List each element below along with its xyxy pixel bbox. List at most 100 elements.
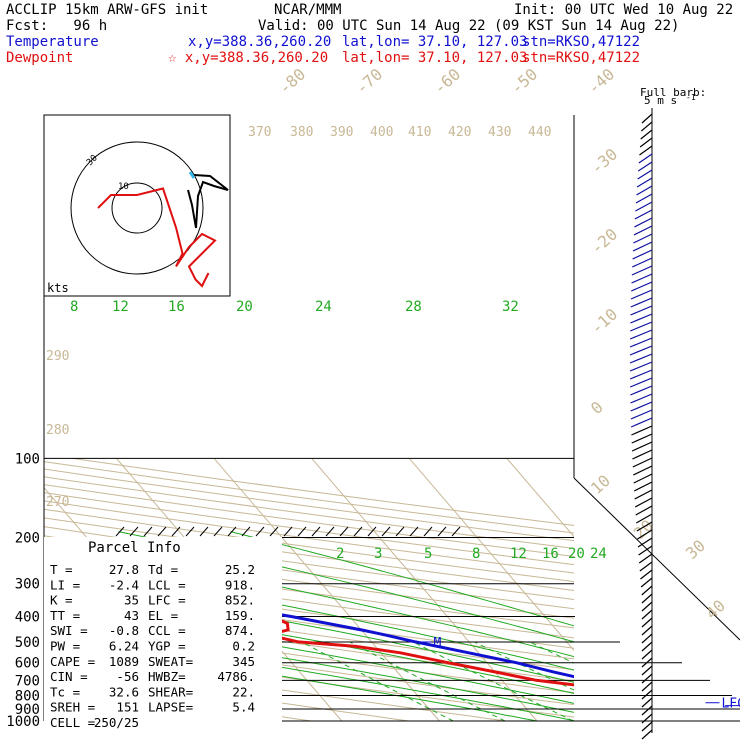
parcel-value: 6.24 (109, 639, 139, 654)
isotherm-label: -70 (352, 65, 386, 98)
wind-barb (639, 137, 653, 148)
hatch-mark (353, 526, 363, 537)
hatch-mark (451, 526, 461, 537)
isotherm-label: 20 (630, 516, 657, 543)
center-title: NCAR/MMM (274, 2, 342, 18)
hatch-mark (437, 526, 447, 537)
isotherm-line (408, 458, 574, 652)
wind-barb (634, 489, 653, 500)
parcel-value: 918. (225, 577, 255, 592)
model-title: ACCLIP 15km ARW-GFS init (6, 2, 209, 18)
wind-barb (633, 473, 653, 484)
mixing-ratio-label: 5 (424, 546, 432, 562)
parcel-value: 159. (225, 608, 255, 623)
wind-barb (641, 633, 653, 644)
parcel-key: EL = (148, 608, 178, 623)
hatch-mark (325, 526, 335, 537)
hodograph-ring-outer (70, 141, 204, 275)
wind-barb (641, 681, 653, 692)
hatch-mark (269, 526, 279, 537)
wind-barb (630, 385, 653, 396)
parcel-key: SHEAR= (148, 684, 193, 699)
parcel-value: 1089 (109, 654, 139, 669)
annotation-label-m: M (433, 636, 441, 651)
hatch-mark (171, 526, 181, 537)
wind-barb (637, 529, 653, 540)
wind-barb (641, 585, 653, 596)
wind-barb (641, 713, 653, 724)
wind-barb (631, 265, 653, 276)
hatch-mark (339, 526, 349, 537)
wind-barb (641, 665, 653, 676)
wind-barb (641, 113, 653, 124)
wind-barb (640, 577, 653, 588)
wind-barb (641, 705, 653, 716)
parcel-value: 0.2 (232, 639, 255, 654)
mixing-ratio-line (301, 641, 454, 722)
wind-barb (635, 201, 653, 212)
isotherm-line (702, 458, 740, 721)
parcel-key: LI = (50, 577, 80, 592)
wind-barb (633, 233, 653, 244)
theta-label: 370 (248, 125, 271, 140)
isotherm-label: -10 (587, 305, 621, 338)
moist-adiabat-line (44, 593, 574, 694)
hatch-mark (115, 526, 125, 537)
hatch-mark (409, 526, 419, 537)
wind-barb (633, 225, 653, 236)
wind-barb (641, 721, 653, 732)
wind-barb (636, 177, 653, 188)
wind-barb (640, 129, 653, 140)
valid-time: Valid: 00 UTC Sun 14 Aug 22 (09 KST Sun … (258, 18, 680, 34)
right-axis-slant (573, 477, 740, 641)
dewpoint-legend: Dewpoint (6, 50, 74, 66)
hatch-mark (199, 526, 209, 537)
hatch-mark (129, 526, 139, 537)
hatch-mark (185, 526, 195, 537)
parcel-info-title: Parcel Info (88, 540, 181, 556)
dry-adiabat-line (44, 492, 574, 566)
hatch-mark (395, 526, 405, 537)
temperature-station: stn=RKSO,47122 (522, 34, 641, 50)
barb-legend-line2: 5 m s (644, 94, 677, 107)
parcel-key: SWEAT= (148, 654, 193, 669)
wind-barb (639, 561, 653, 572)
hatch-mark (381, 526, 391, 537)
isotherm-label: -40 (584, 65, 618, 98)
wind-barb (637, 161, 653, 172)
wind-barb (630, 393, 653, 404)
parcel-key: CELL = (50, 715, 95, 730)
parcel-key: SREH = (50, 700, 95, 715)
parcel-key: SWI = (50, 623, 88, 638)
wind-barb (641, 641, 653, 652)
wind-barb (630, 297, 653, 308)
wind-barb (641, 649, 653, 660)
parcel-value: 35 (124, 593, 139, 608)
wind-barb (641, 617, 653, 628)
isotherm-label: 30 (682, 536, 709, 563)
parcel-value: 27.8 (109, 562, 139, 577)
theta-e-label: 28 (405, 299, 422, 315)
dry-adiabat-line (44, 500, 574, 574)
pressure-label: 900 (15, 702, 40, 718)
hatch-mark (311, 526, 321, 537)
forecast-hour: Fcst: 96 h (6, 18, 108, 34)
wind-barb (629, 369, 653, 380)
isotherm-line (506, 458, 574, 538)
theta-e-label: 32 (502, 299, 519, 315)
theta-e-label: 24 (315, 299, 332, 315)
wind-barb (638, 545, 653, 556)
init-time: Init: 00 UTC Wed 10 Aug 22 (514, 2, 734, 18)
temperature-profile-line (44, 572, 574, 679)
parcel-value: 5.4 (232, 700, 255, 715)
wind-barb (634, 497, 653, 508)
theta-e-label: 16 (168, 299, 185, 315)
wind-barb (631, 425, 653, 436)
isotherm-label: -20 (587, 225, 621, 258)
parcel-key: LCL = (148, 577, 186, 592)
moist-adiabat-line (118, 531, 574, 643)
parcel-value: 345 (232, 654, 255, 669)
parcel-key: Td = (148, 562, 178, 577)
theta-label: 420 (448, 125, 471, 140)
